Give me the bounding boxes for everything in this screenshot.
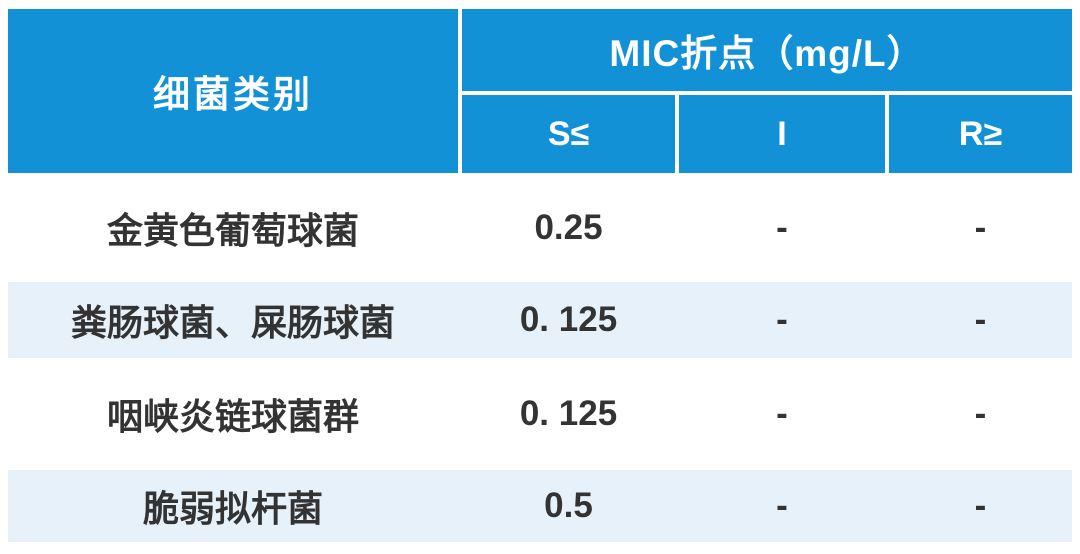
table-row: 咽峡炎链球菌群 0. 125 - -	[8, 358, 1072, 470]
header-cell-i: I	[679, 95, 885, 173]
header-cell-mic-breakpoint-group: MIC折点（mg/L）	[462, 9, 1072, 91]
table-body: 金黄色葡萄球菌 0.25 - - 粪肠球菌、屎肠球菌 0. 125 - - 咽峡…	[8, 173, 1072, 542]
mic-s-value-cell: 0.5	[544, 486, 593, 525]
bacteria-name-cell: 脆弱拟杆菌	[142, 488, 323, 529]
table-row: 金黄色葡萄球菌 0.25 - -	[8, 173, 1072, 282]
mic-s-value-cell: 0.25	[534, 207, 603, 247]
header-cell-bacteria-category: 细菌类别	[8, 9, 458, 173]
mic-i-value-cell: -	[776, 394, 788, 433]
mic-i-value-cell: -	[776, 207, 788, 247]
mic-r-value-cell: -	[974, 300, 987, 339]
mic-i-value-cell: -	[776, 300, 788, 339]
bacteria-name-cell: 咽峡炎链球菌群	[106, 396, 359, 437]
bacteria-name-cell: 金黄色葡萄球菌	[106, 209, 359, 251]
header-cell-r-ge: R≥	[889, 95, 1072, 173]
mic-i-value-cell: -	[776, 486, 788, 525]
mic-breakpoint-table: 细菌类别 MIC折点（mg/L） S≤ I R≥ 金黄色葡萄球菌 0.25 - …	[8, 9, 1072, 542]
table-row: 脆弱拟杆菌 0.5 - -	[8, 470, 1072, 542]
mic-s-value-cell: 0. 125	[519, 300, 618, 339]
mic-r-value-cell: -	[974, 207, 987, 247]
bacteria-name-cell: 粪肠球菌、屎肠球菌	[70, 302, 395, 343]
table-row: 粪肠球菌、屎肠球菌 0. 125 - -	[8, 282, 1072, 358]
table-header: 细菌类别 MIC折点（mg/L） S≤ I R≥	[8, 9, 1072, 173]
mic-s-value-cell: 0. 125	[519, 394, 618, 433]
mic-r-value-cell: -	[974, 486, 987, 525]
mic-r-value-cell: -	[974, 394, 987, 433]
header-cell-s-le: S≤	[462, 95, 675, 173]
